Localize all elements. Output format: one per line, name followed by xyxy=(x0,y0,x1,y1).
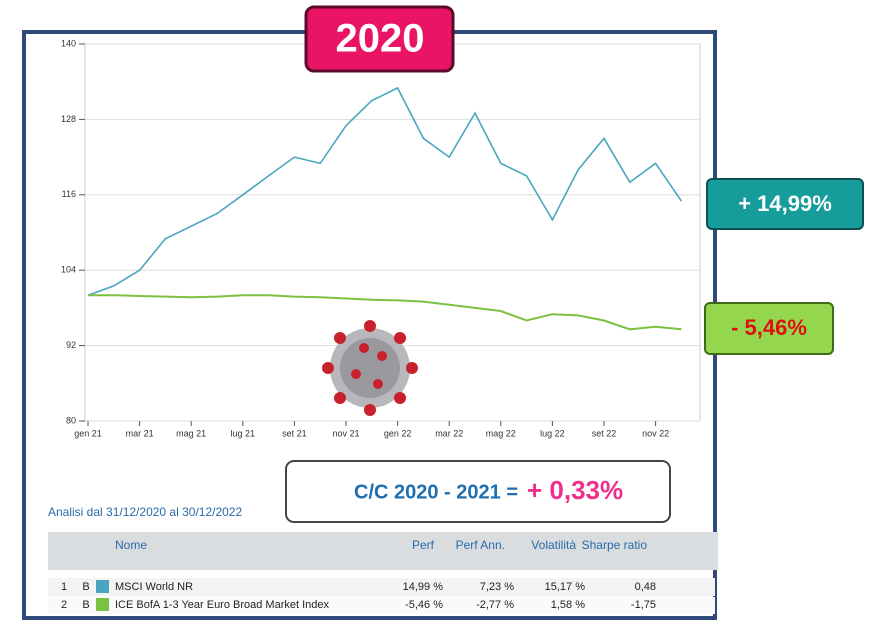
x-tick-label: nov 22 xyxy=(642,428,669,438)
virus-icon xyxy=(322,320,418,416)
x-tick-label: lug 22 xyxy=(540,428,565,438)
x-tick-label: gen 21 xyxy=(74,428,102,438)
perf-badge-text: - 5,46% xyxy=(731,315,807,340)
table: Nome Perf Perf Ann. Volatilità Sharpe ratio 1… xyxy=(61,538,656,611)
table-cell: MSCI World NR xyxy=(115,581,193,593)
table-cell: 15,17 % xyxy=(545,581,586,593)
table-header xyxy=(48,532,718,570)
table-header-cell: Sharpe ratio xyxy=(582,538,648,552)
y-tick-label: 128 xyxy=(61,114,76,124)
perf-badge xyxy=(704,302,834,355)
plot: 80 92 104 116 128 140 gen 21 mar 21 mag 21 lug 21… xyxy=(61,38,700,438)
legend-swatch xyxy=(96,580,109,593)
series-line xyxy=(88,294,682,331)
summary-label: C/C 2020 - 2021 = xyxy=(354,481,518,503)
table-cell: 0,48 xyxy=(635,581,656,593)
table-row xyxy=(48,597,715,614)
x-tick-label: mag 22 xyxy=(486,428,516,438)
y-tick-label: 104 xyxy=(61,265,76,275)
x-tick-label: set 22 xyxy=(592,428,617,438)
summary-box xyxy=(285,460,671,523)
x-tick-label: nov 21 xyxy=(332,428,359,438)
table-cell: 14,99 % xyxy=(403,581,444,593)
table-header-cell: Nome xyxy=(115,538,147,552)
table-header-cell: Perf xyxy=(412,538,435,552)
year-badge xyxy=(304,5,455,73)
table-cell: ICE BofA 1-3 Year Euro Broad Market Inde… xyxy=(115,599,330,611)
table-cell: 1 xyxy=(61,581,67,593)
x-tick-label: mar 21 xyxy=(126,428,154,438)
x-tick-label: gen 22 xyxy=(384,428,412,438)
table-cell: B xyxy=(82,581,89,593)
x-tick-label: mag 21 xyxy=(176,428,206,438)
table-cell: -5,46 % xyxy=(405,599,443,611)
table-cell: -1,75 xyxy=(631,599,656,611)
series-line xyxy=(87,86,683,297)
table-cell: 7,23 % xyxy=(480,581,514,593)
table-cell: 1,58 % xyxy=(551,599,585,611)
y-tick-label: 80 xyxy=(66,415,76,425)
x-tick-label: lug 21 xyxy=(231,428,256,438)
x-tick-label: mar 22 xyxy=(435,428,463,438)
table-header-cell: Volatilità xyxy=(531,538,576,552)
legend-swatch xyxy=(96,598,109,611)
y-tick-label: 140 xyxy=(61,38,76,48)
perf-badge-text: + 14,99% xyxy=(738,191,832,216)
table-header-cell: Perf Ann. xyxy=(456,538,505,552)
table-row xyxy=(48,578,715,596)
table-cell: B xyxy=(82,599,89,611)
table-cell: 2 xyxy=(61,599,67,611)
y-tick-label: 92 xyxy=(66,340,76,350)
table-cell: -2,77 % xyxy=(476,599,514,611)
analysis-period: Analisi dal 31/12/2020 al 30/12/2022 xyxy=(48,505,242,519)
year-badge-text: 2020 xyxy=(336,17,425,61)
summary-value: + 0,33% xyxy=(527,475,623,505)
y-tick-label: 116 xyxy=(62,189,76,199)
x-tick-label: set 21 xyxy=(282,428,307,438)
perf-badge xyxy=(706,178,864,230)
